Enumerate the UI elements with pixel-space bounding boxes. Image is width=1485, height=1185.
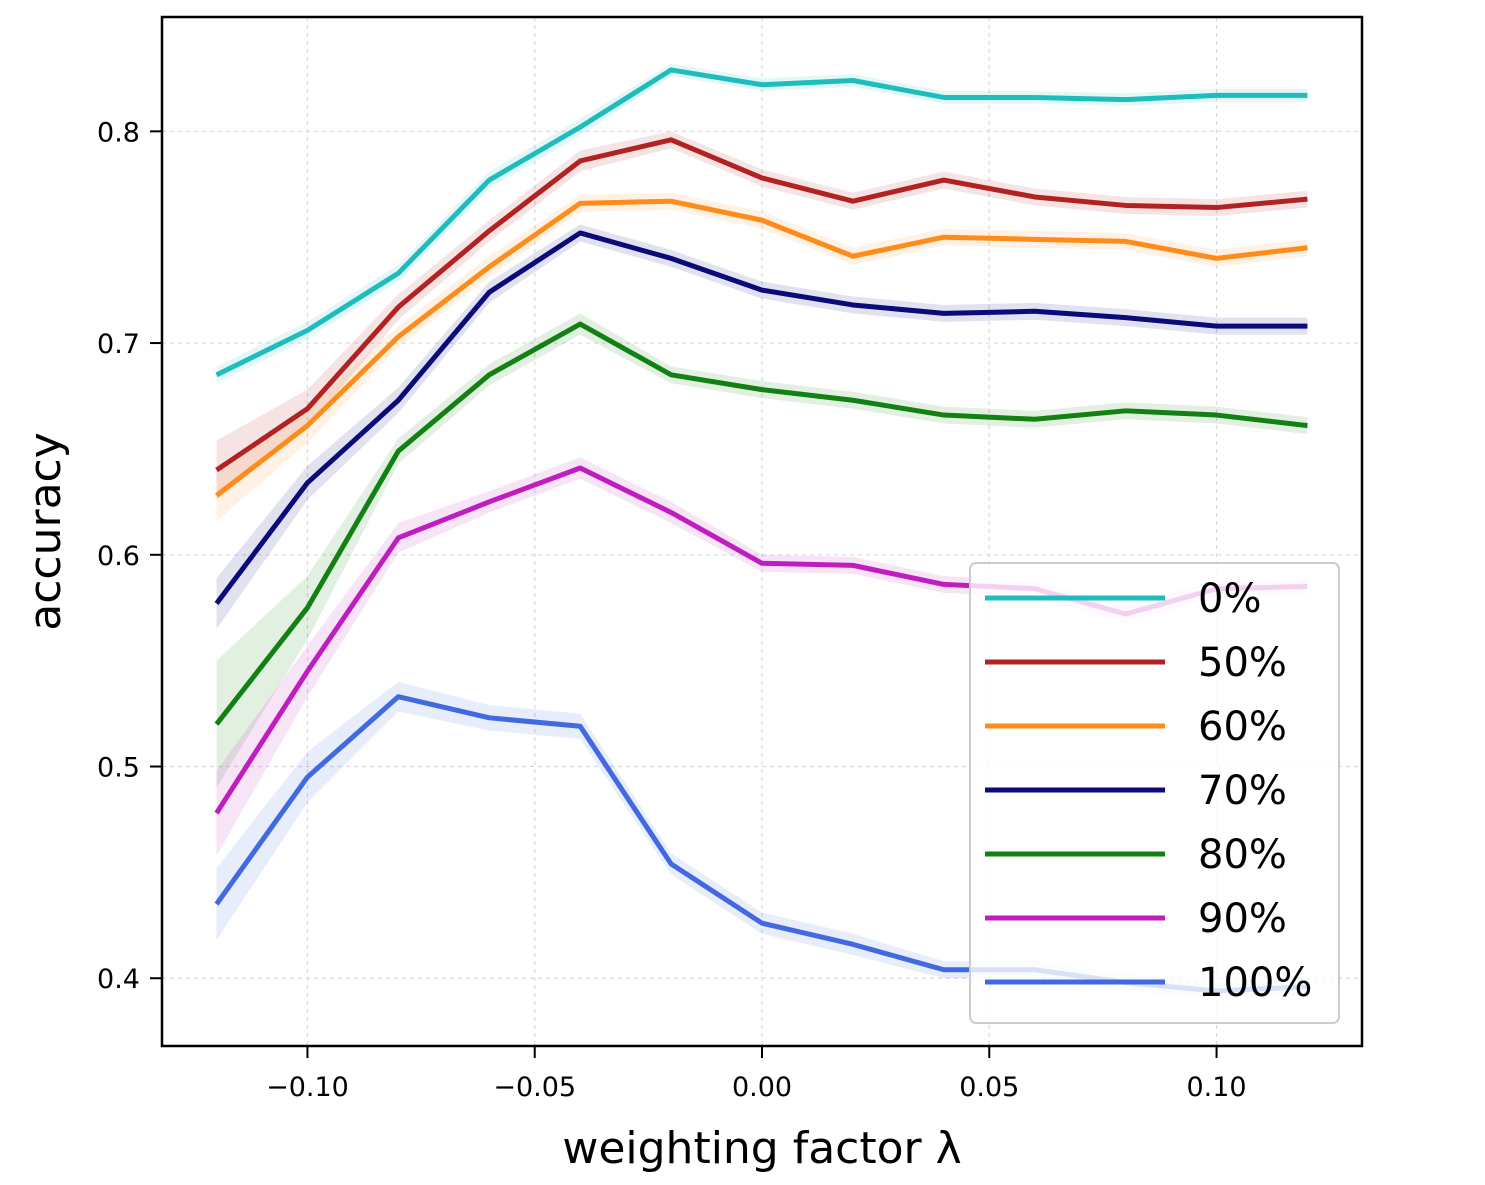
legend-label: 50% xyxy=(1198,640,1287,686)
confidence-band xyxy=(216,131,1308,500)
series-line xyxy=(215,198,1308,498)
series-line xyxy=(215,67,1308,378)
y-tick-label: 0.6 xyxy=(97,541,140,572)
series-line xyxy=(214,230,1308,605)
x-axis-label: weighting factor λ xyxy=(562,1123,961,1174)
x-tick-label: −0.05 xyxy=(493,1072,576,1103)
legend-label: 80% xyxy=(1198,832,1287,878)
series-lines xyxy=(214,67,1308,994)
y-tick-label: 0.8 xyxy=(97,117,140,148)
axis-ticks: −0.10 −0.05 0.00 0.05 0.10 0.4 0.5 0.6 0.7 0.8 xyxy=(97,117,1247,1103)
legend-box xyxy=(969,562,1340,1024)
x-tick-label: 0.10 xyxy=(1186,1072,1246,1103)
legend-label: 70% xyxy=(1198,768,1287,814)
legend-label: 60% xyxy=(1198,704,1287,750)
x-tick-label: 0.05 xyxy=(959,1072,1019,1103)
x-tick-label: 0.00 xyxy=(732,1072,792,1103)
legend: 0% 50% 60% 70% 80% 90% 100% xyxy=(969,562,1340,1024)
y-tick-label: 0.7 xyxy=(97,329,140,360)
y-tick-label: 0.5 xyxy=(97,753,140,784)
y-axis-label: accuracy xyxy=(20,432,71,631)
y-tick-label: 0.4 xyxy=(97,964,140,995)
series-line xyxy=(214,321,1308,726)
legend-label: 0% xyxy=(1198,576,1261,622)
confidence-band xyxy=(216,192,1308,521)
legend-label: 90% xyxy=(1198,896,1287,942)
x-tick-label: −0.10 xyxy=(266,1072,349,1103)
legend-label: 100% xyxy=(1198,960,1312,1006)
series-line xyxy=(215,137,1308,473)
